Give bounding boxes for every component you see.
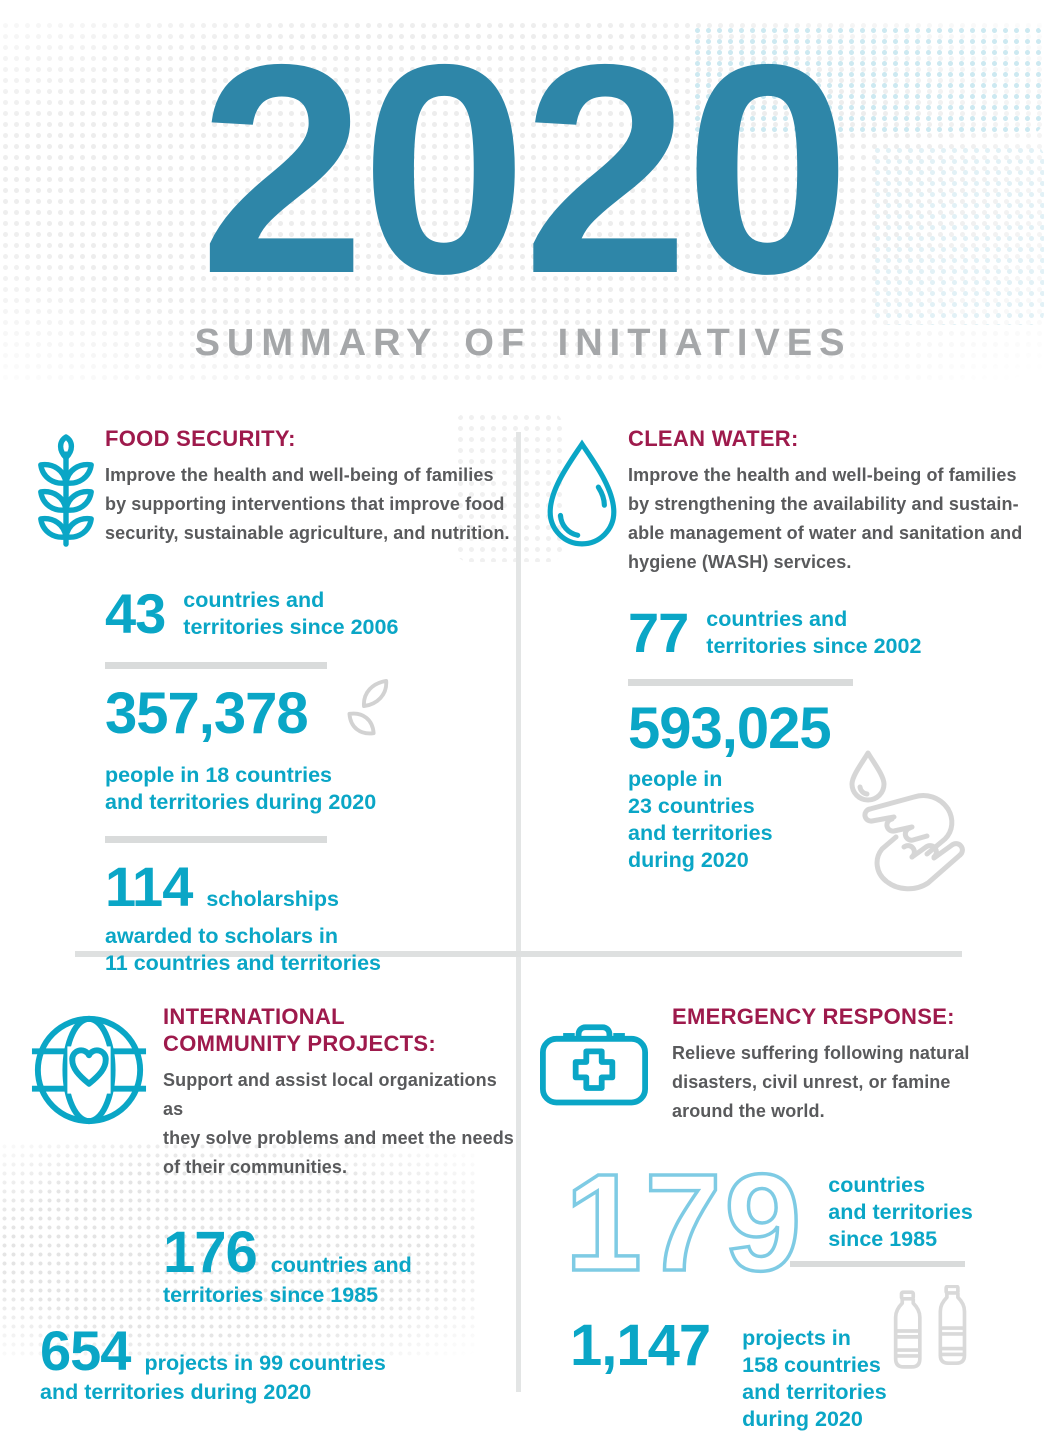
community-projects-title: INTERNATIONAL COMMUNITY PROJECTS: bbox=[163, 1004, 436, 1056]
food-people-number: 357,378 bbox=[105, 681, 309, 746]
food-stat-scholarships: 114 scholarships awarded to scholars in … bbox=[105, 859, 510, 977]
community-projects-description: Support and assist local organizations a… bbox=[163, 1070, 514, 1177]
food-scholarships-number: 114 bbox=[105, 855, 193, 918]
divider-bar bbox=[790, 1261, 965, 1267]
section-food-security: FOOD SECURITY: Improve the health and we… bbox=[28, 425, 510, 977]
food-countries-label: countries and territories since 2006 bbox=[183, 588, 399, 639]
leaves-icon bbox=[334, 677, 392, 746]
emergency-stat-projects: 1,147 projects in 158 countries and terr… bbox=[570, 1317, 1042, 1433]
wheat-plant-icon bbox=[30, 431, 102, 556]
food-countries-number: 43 bbox=[105, 582, 166, 645]
section-community-projects: INTERNATIONAL COMMUNITY PROJECTS: Suppor… bbox=[28, 1003, 520, 1406]
food-people-label: people in 18 countries and territories d… bbox=[105, 763, 377, 814]
divider-bar bbox=[628, 679, 853, 686]
water-stat-countries: 77 countries and territories since 2002 bbox=[628, 605, 1040, 661]
community-stat-countries: 176 countries and territories since 1985 bbox=[163, 1224, 520, 1309]
vertical-divider bbox=[516, 432, 521, 1392]
emergency-response-description: Relieve suffering following natural disa… bbox=[672, 1043, 970, 1121]
emergency-countries-number: 179 bbox=[563, 1146, 805, 1300]
divider-bar bbox=[105, 836, 327, 843]
first-aid-kit-icon bbox=[540, 1015, 648, 1112]
year-title: 2020 bbox=[199, 3, 851, 336]
globe-heart-icon bbox=[30, 1011, 148, 1134]
community-projects-label: and territories during 2020 bbox=[40, 1380, 312, 1404]
food-stat-people: 357,378 people in 18 countries and terri… bbox=[105, 679, 510, 816]
water-stat-people: 593,025 people in 23 countries and terri… bbox=[628, 700, 1040, 874]
food-security-description: Improve the health and well-being of fam… bbox=[105, 461, 510, 548]
section-emergency-response: EMERGENCY RESPONSE: Relieve suffering fo… bbox=[540, 1003, 1042, 1433]
community-projects-number: 654 bbox=[40, 1319, 131, 1382]
water-countries-label: countries and territories since 2002 bbox=[706, 607, 922, 658]
hand-washing-icon bbox=[830, 747, 970, 902]
divider-bar bbox=[105, 662, 327, 669]
water-people-label: people in 23 countries and territories d… bbox=[628, 767, 773, 872]
water-countries-number: 77 bbox=[628, 601, 689, 664]
water-bottles-icon bbox=[892, 1284, 974, 1382]
clean-water-title: CLEAN WATER: bbox=[628, 426, 799, 451]
community-countries-number: 176 bbox=[163, 1220, 258, 1285]
emergency-countries-label: countries and territories since 1985 bbox=[828, 1173, 973, 1251]
horizontal-divider bbox=[75, 951, 962, 957]
emergency-stat-countries: 179 countries and territories since 1985 bbox=[563, 1146, 1042, 1300]
food-scholarships-label: awarded to scholars in 11 countries and … bbox=[105, 924, 382, 975]
water-people-number: 593,025 bbox=[628, 696, 832, 761]
food-stat-countries: 43 countries and territories since 2006 bbox=[105, 586, 510, 642]
desc-line: by supporting interventions that improve… bbox=[105, 494, 505, 514]
community-countries-label: territories since 1985 bbox=[163, 1283, 379, 1307]
emergency-response-title: EMERGENCY RESPONSE: bbox=[672, 1004, 955, 1029]
water-drop-icon bbox=[539, 435, 625, 558]
community-stat-projects: 654 projects in 99 countries and territo… bbox=[40, 1323, 520, 1406]
emergency-projects-number: 1,147 bbox=[570, 1313, 711, 1379]
section-clean-water: CLEAN WATER: Improve the health and well… bbox=[535, 425, 1040, 892]
clean-water-description: Improve the health and well-being of fam… bbox=[628, 465, 1023, 572]
page-subtitle: SUMMARY OF INITIATIVES bbox=[194, 322, 852, 364]
emergency-projects-label: projects in 158 countries and territorie… bbox=[742, 1326, 887, 1432]
desc-line: security, sustainable agriculture, and n… bbox=[105, 523, 510, 543]
food-security-title: FOOD SECURITY: bbox=[105, 426, 296, 451]
desc-line: Improve the health and well-being of fam… bbox=[105, 465, 494, 485]
